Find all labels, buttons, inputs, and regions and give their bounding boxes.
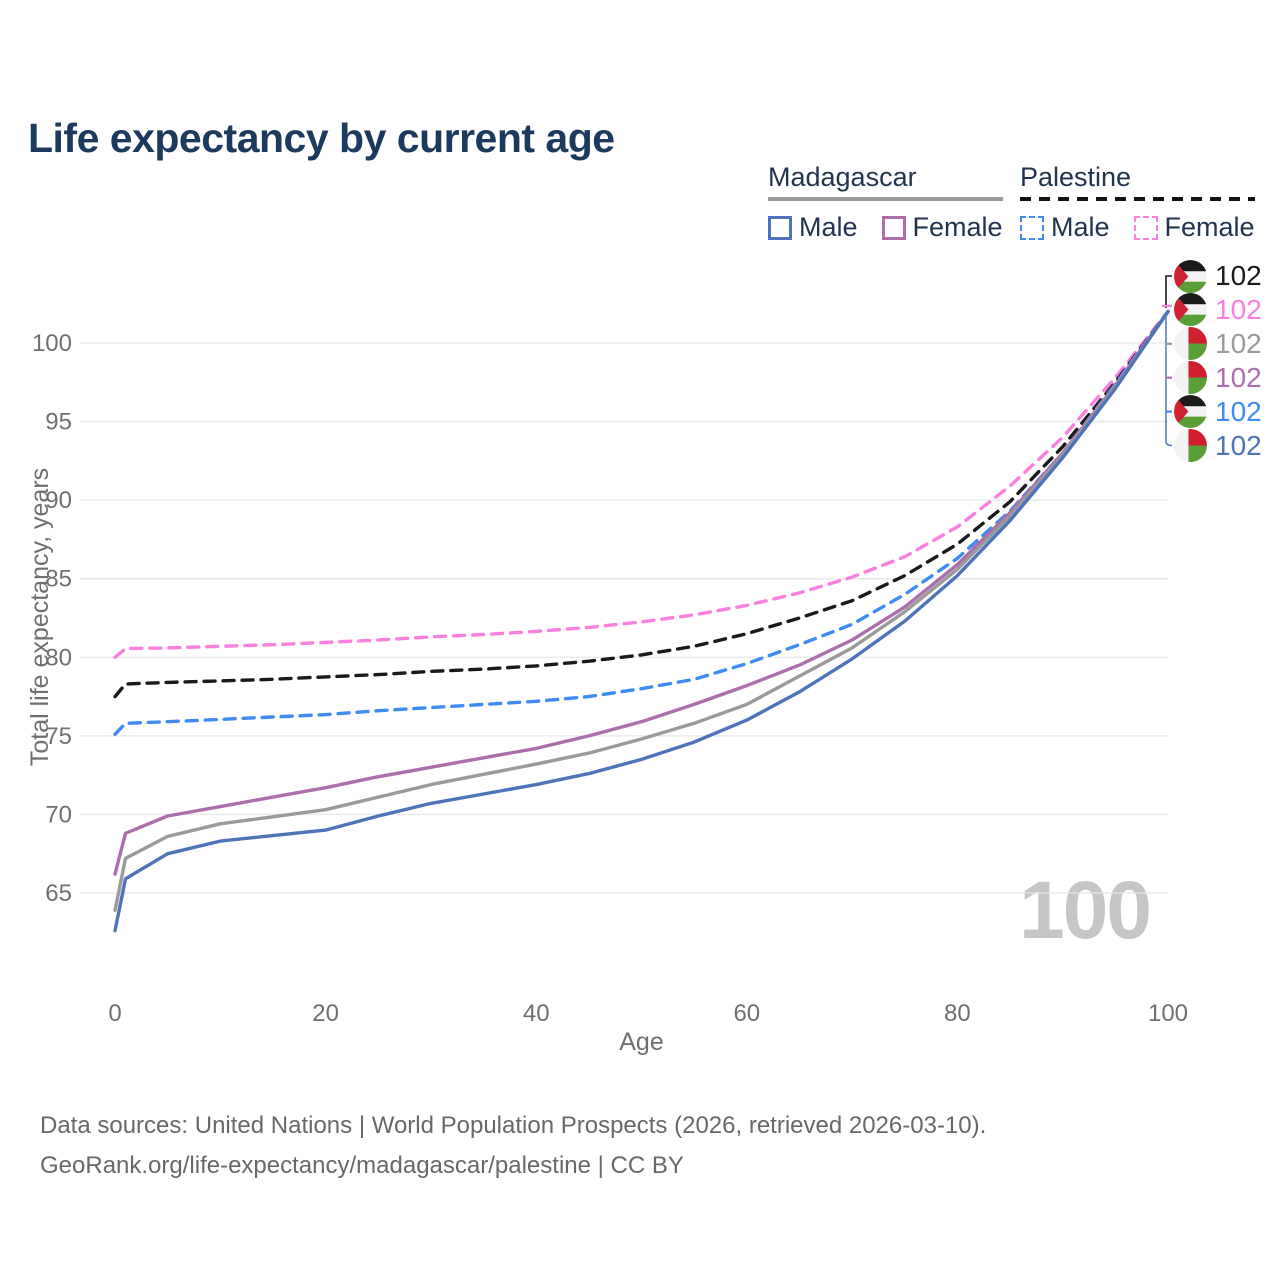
series-line-palestine-male (113, 309, 1170, 736)
legend-country-name: Palestine (1020, 162, 1132, 192)
checkbox-icon[interactable] (881, 215, 906, 240)
checkbox-icon[interactable] (1020, 215, 1044, 240)
end-label-value: 102 (1215, 361, 1262, 393)
checkbox-icon[interactable] (768, 215, 792, 240)
svg-text:40: 40 (523, 1000, 550, 1027)
svg-text:60: 60 (733, 1000, 760, 1027)
series-line-palestine-female (113, 309, 1170, 659)
svg-text:Total life expectancy, years: Total life expectancy, years (26, 468, 54, 766)
country-flag-icon (1174, 327, 1207, 360)
legend-item-madagascar-female[interactable]: Female (881, 212, 1003, 243)
end-label: 102 (1174, 293, 1262, 327)
solid-line-sample (768, 197, 1003, 201)
svg-text:100: 100 (1148, 1000, 1188, 1027)
series-line-madagascar-male (113, 309, 1170, 933)
legend-item-palestine-male[interactable]: Male (1020, 212, 1110, 243)
current-age-watermark: 100 (1019, 865, 1152, 956)
gridlines (80, 342, 1168, 894)
legend-item-label: Male (1051, 212, 1110, 242)
end-label-value: 102 (1215, 260, 1262, 291)
legend-item-label: Male (799, 212, 858, 242)
end-label-value: 102 (1215, 327, 1262, 359)
country-flag-icon (1174, 260, 1207, 293)
axis-labels: 65 70 75 80 85 90 95 100 0 20 40 60 80 100 Age Total li… (26, 330, 1188, 1056)
svg-text:85: 85 (45, 566, 72, 593)
legend-item-madagascar-male[interactable]: Male (768, 212, 858, 243)
svg-text:0: 0 (108, 1000, 121, 1027)
end-label: 102 (1174, 395, 1262, 429)
page-title: Life expectancy by current age (28, 115, 615, 162)
data-sources-line: Data sources: United Nations | World Pop… (40, 1112, 987, 1139)
end-label: 102 (1174, 259, 1262, 293)
svg-text:Age: Age (619, 1028, 663, 1056)
series-line-madagascar-female (113, 309, 1170, 876)
series-line-palestine-overall (113, 309, 1170, 699)
svg-text:70: 70 (45, 801, 72, 828)
checkbox-icon[interactable] (1133, 215, 1158, 240)
end-label-value: 102 (1215, 395, 1262, 427)
svg-text:95: 95 (45, 409, 72, 436)
label-connector-lines (1162, 275, 1173, 447)
legend-group-madagascar: Madagascar Male Female (768, 162, 1003, 243)
svg-text:90: 90 (45, 487, 72, 514)
svg-text:80: 80 (944, 1000, 971, 1027)
country-flag-icon (1174, 293, 1207, 326)
end-label-value: 102 (1215, 293, 1262, 325)
legend-country-name: Madagascar (768, 162, 917, 192)
end-label-value: 102 (1215, 429, 1262, 461)
svg-text:65: 65 (45, 880, 72, 907)
svg-text:80: 80 (45, 644, 72, 671)
country-flag-icon (1174, 429, 1207, 462)
svg-text:75: 75 (45, 723, 72, 750)
license-line: GeoRank.org/life-expectancy/madagascar/p… (40, 1152, 684, 1179)
end-label: 102 (1174, 327, 1262, 361)
svg-text:100: 100 (32, 330, 72, 357)
end-label: 102 (1174, 361, 1262, 395)
data-series-lines (113, 309, 1170, 933)
legend-item-label: Female (912, 212, 1003, 242)
legend-group-palestine: Palestine Male Female (1020, 162, 1255, 243)
legend-item-label: Female (1164, 212, 1255, 242)
end-label: 102 (1174, 429, 1262, 463)
legend-item-palestine-female[interactable]: Female (1133, 212, 1255, 243)
attribution: Data sources: United Nations | World Pop… (40, 1106, 986, 1186)
series-line-madagascar-overall (113, 309, 1170, 912)
svg-text:20: 20 (312, 1000, 339, 1027)
dashed-line-sample (1020, 197, 1255, 201)
country-flag-icon (1174, 395, 1207, 428)
country-flag-icon (1174, 361, 1207, 394)
